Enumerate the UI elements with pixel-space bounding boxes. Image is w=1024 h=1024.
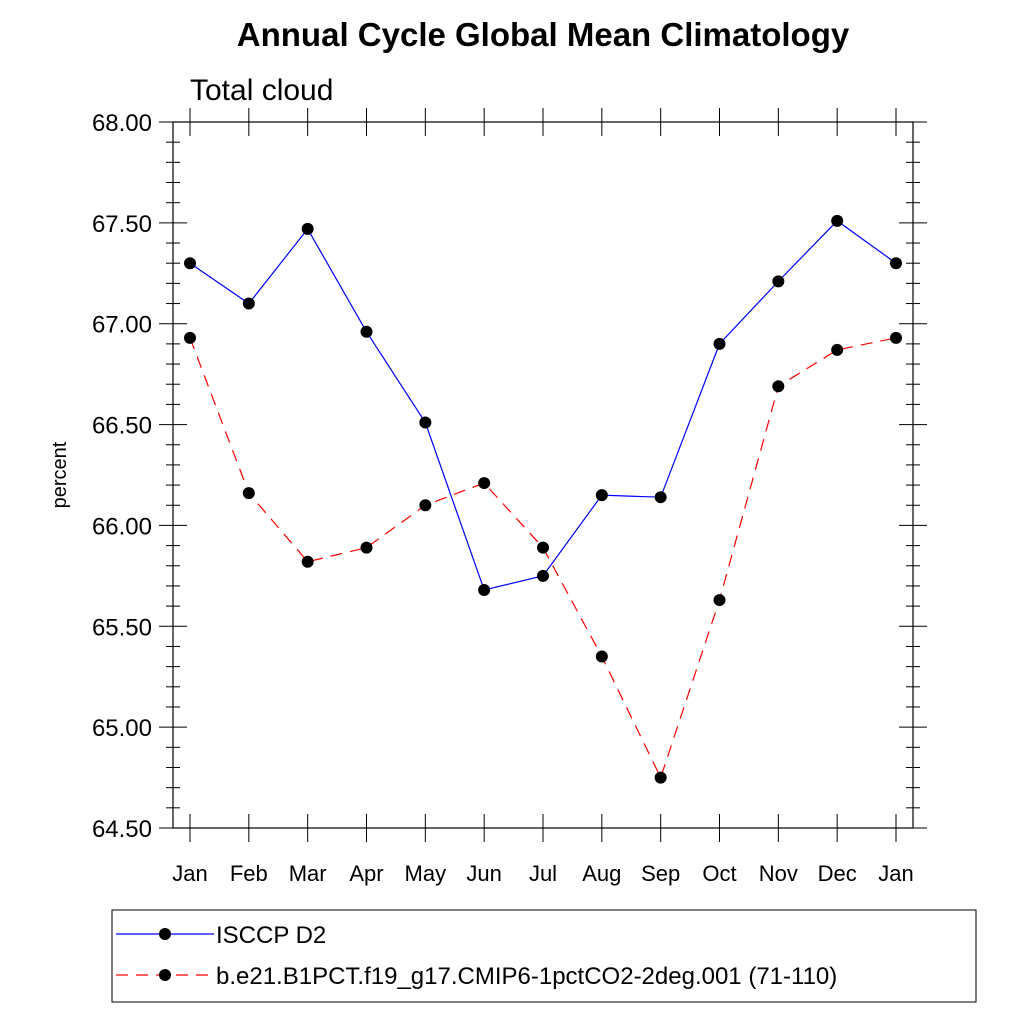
data-point-series-1 — [478, 583, 491, 596]
y-tick-labels: 64.50 65.00 65.50 66.00 66.50 67.00 67.50 68.00 — [92, 110, 152, 843]
x-tick-label: Jul — [529, 861, 557, 886]
legend-label-series-1: ISCCP D2 — [216, 922, 326, 949]
data-point-series-2 — [772, 380, 785, 393]
legend: ISCCP D2 b.e21.B1PCT.f19_g17.CMIP6-1pctC… — [111, 909, 977, 1003]
y-tick-label: 68.00 — [92, 110, 152, 137]
y-tick-label: 64.50 — [92, 816, 152, 843]
data-point-series-1 — [595, 489, 608, 502]
y-tick-label: 66.50 — [92, 413, 152, 440]
legend-box — [111, 909, 977, 1003]
x-tick-label: Nov — [759, 861, 798, 886]
x-tick-label: Sep — [641, 861, 680, 886]
data-point-series-1 — [831, 214, 844, 227]
series-layer — [184, 214, 902, 784]
data-point-series-2 — [360, 541, 373, 554]
x-tick-label: Feb — [230, 861, 268, 886]
series-line-1 — [189, 220, 897, 591]
data-point-series-1 — [242, 297, 255, 310]
y-tick-label: 67.50 — [92, 211, 152, 238]
data-point-series-1 — [772, 275, 785, 288]
legend-marker-series-1 — [159, 928, 171, 940]
chart-title: Annual Cycle Global Mean Climatology — [237, 16, 850, 53]
chart-subtitle: Total cloud — [190, 74, 333, 107]
data-point-series-1 — [419, 416, 432, 429]
x-tick-label: Mar — [289, 861, 327, 886]
data-point-series-2 — [419, 499, 432, 512]
y-tick-label: 67.00 — [92, 312, 152, 339]
x-tick-label: Dec — [818, 861, 857, 886]
data-point-series-2 — [595, 650, 608, 663]
data-point-series-1 — [537, 569, 549, 582]
data-point-series-2 — [654, 771, 667, 784]
x-tick-label: Oct — [702, 861, 736, 886]
y-axis-label: percent — [49, 441, 71, 508]
plot-frame — [172, 121, 914, 829]
data-point-series-2 — [184, 331, 196, 344]
x-tick-label: Aug — [582, 861, 621, 886]
x-tick-label: Jan — [172, 861, 207, 886]
data-point-series-1 — [184, 257, 196, 270]
x-tick-label: Jun — [466, 861, 501, 886]
axis-ticks — [159, 108, 927, 842]
legend-label-series-2: b.e21.B1PCT.f19_g17.CMIP6-1pctCO2-2deg.0… — [216, 963, 837, 990]
y-tick-label: 65.50 — [92, 614, 152, 641]
data-point-series-1 — [360, 325, 373, 338]
data-point-series-2 — [242, 487, 255, 500]
x-tick-label: Jan — [878, 861, 913, 886]
x-tick-label: Apr — [349, 861, 383, 886]
data-point-series-2 — [890, 331, 902, 344]
y-tick-label: 66.00 — [92, 513, 152, 540]
data-point-series-1 — [301, 222, 314, 235]
data-point-series-2 — [713, 594, 726, 607]
x-tick-labels: Jan Feb Mar Apr May Jun Jul Aug Sep Oct Nov Dec Jan — [172, 861, 913, 886]
data-point-series-2 — [831, 343, 844, 356]
data-point-series-2 — [537, 541, 549, 554]
legend-marker-series-2 — [159, 969, 171, 981]
y-tick-label: 65.00 — [92, 715, 152, 742]
data-point-series-2 — [478, 477, 491, 490]
x-tick-label: May — [405, 861, 447, 886]
series-line-2 — [189, 337, 897, 780]
data-point-series-2 — [301, 555, 314, 568]
data-point-series-1 — [713, 337, 726, 350]
data-point-series-1 — [654, 491, 667, 504]
data-point-series-1 — [890, 257, 902, 270]
